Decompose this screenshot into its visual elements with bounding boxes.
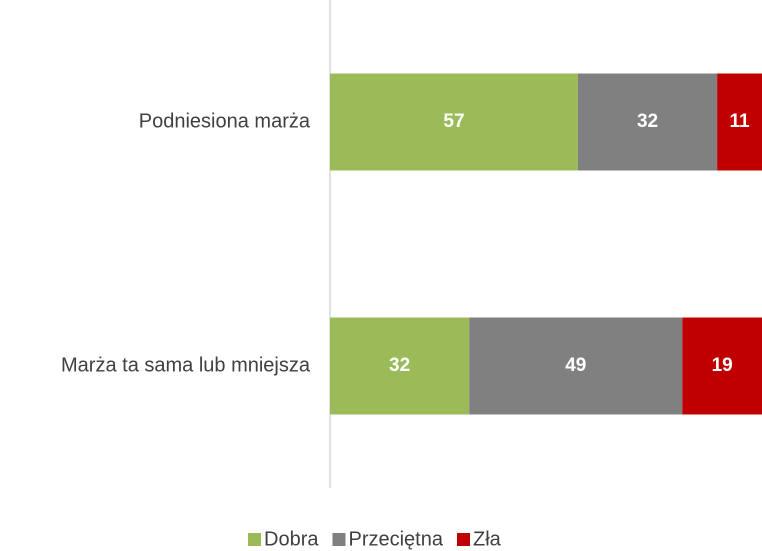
bar-segment (469, 317, 683, 415)
legend-label: Przeciętna (348, 528, 443, 550)
value-label: 19 (712, 355, 733, 376)
bar-segment (330, 317, 470, 415)
value-label: 11 (730, 111, 751, 132)
bar-segment (717, 73, 762, 171)
value-label: 32 (637, 111, 658, 132)
legend-swatch (456, 533, 470, 546)
category-label: Marża ta sama lub mniejsza (61, 354, 311, 376)
category-label: Podniesiona marża (139, 110, 311, 132)
legend-swatch (332, 533, 346, 546)
value-label: 57 (443, 111, 464, 132)
bar-segment (682, 317, 762, 415)
bar-segment (577, 73, 718, 171)
legend-label: Zła (473, 528, 502, 550)
value-label: 49 (565, 355, 586, 376)
legend-label: Dobra (264, 528, 319, 550)
bar-segment (330, 73, 578, 171)
legend-swatch (248, 533, 261, 546)
value-label: 32 (389, 355, 410, 376)
